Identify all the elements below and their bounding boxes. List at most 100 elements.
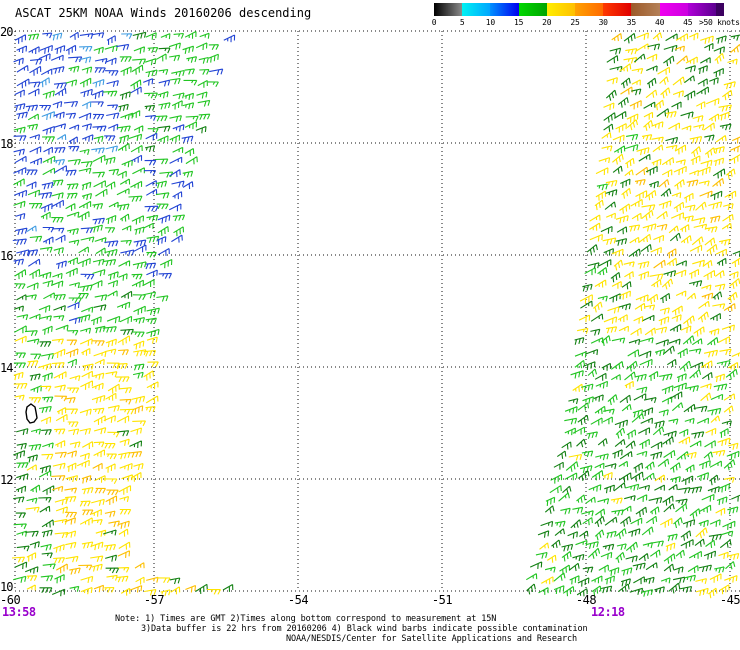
- wind-barb: [26, 169, 38, 176]
- wind-barb: [626, 119, 639, 131]
- wind-barb: [626, 133, 639, 141]
- wind-barb: [544, 566, 556, 573]
- wind-barb: [134, 562, 145, 569]
- wind-barb: [91, 498, 105, 506]
- lon-tick--60: -60: [0, 593, 21, 607]
- wind-barb: [107, 123, 119, 132]
- wind-barb: [700, 360, 713, 369]
- wind-barb: [95, 247, 106, 256]
- wind-barb: [618, 325, 629, 332]
- wind-barb: [30, 385, 42, 393]
- wind-barb: [119, 508, 132, 515]
- wind-barb: [186, 56, 198, 63]
- wind-barb: [169, 78, 181, 85]
- wind-barb: [650, 451, 663, 460]
- wind-barb: [623, 57, 638, 64]
- wind-barb: [104, 442, 116, 449]
- wind-barb: [577, 414, 589, 426]
- wind-barb: [680, 111, 694, 119]
- wind-barb: [14, 103, 26, 111]
- wind-barb: [708, 533, 723, 541]
- wind-barb: [705, 539, 716, 548]
- wind-barb: [143, 222, 154, 229]
- wind-barb: [565, 461, 579, 472]
- wind-barb: [171, 180, 185, 188]
- wind-barb: [604, 516, 618, 526]
- wind-barb: [135, 576, 145, 585]
- wind-barb: [610, 361, 624, 370]
- wind-barb: [80, 586, 93, 595]
- wind-barb: [79, 148, 90, 155]
- wind-barb: [698, 166, 711, 176]
- wind-barb: [541, 576, 554, 585]
- wind-barb: [81, 541, 94, 549]
- wind-barb: [168, 169, 181, 178]
- wind-barb: [130, 86, 142, 95]
- wind-barb: [660, 87, 671, 99]
- wind-barb: [729, 278, 740, 289]
- wind-barb: [195, 42, 208, 51]
- wind-barb: [650, 540, 664, 547]
- wind-barb: [591, 585, 602, 596]
- wind-barb: [657, 458, 670, 467]
- wind-barb: [685, 464, 695, 473]
- wind-barb: [78, 211, 90, 221]
- wind-barb: [14, 155, 27, 164]
- wind-barb: [624, 271, 634, 280]
- wind-barb: [65, 530, 77, 538]
- wind-barb: [13, 523, 27, 530]
- wind-barb: [641, 134, 653, 141]
- wind-barb: [603, 112, 616, 123]
- wind-barb: [119, 387, 132, 394]
- wind-barb: [725, 368, 738, 380]
- wind-barb: [130, 110, 141, 118]
- wind-barb: [80, 88, 93, 98]
- wind-barb: [76, 459, 90, 468]
- wind-barb: [197, 80, 208, 88]
- wind-barb: [66, 211, 80, 218]
- wind-barb: [718, 551, 729, 559]
- wind-barb: [28, 258, 41, 267]
- wind-barb: [714, 146, 725, 155]
- wind-barb: [645, 562, 658, 571]
- wind-barb: [714, 270, 725, 279]
- wind-barb: [102, 326, 117, 333]
- wind-barb: [712, 168, 726, 179]
- wind-barb: [665, 542, 676, 552]
- wind-barb: [601, 362, 612, 371]
- wind-barb: [638, 233, 652, 244]
- wind-barb: [207, 81, 219, 88]
- wind-barb: [624, 371, 636, 381]
- wind-barb: [92, 258, 105, 266]
- wind-barb: [119, 91, 131, 100]
- wind-barb: [67, 358, 78, 367]
- wind-barb: [93, 135, 104, 143]
- wind-barb: [78, 112, 92, 121]
- colorbar-tick-30: 30: [598, 18, 608, 27]
- wind-barb: [158, 68, 169, 75]
- wind-barb: [55, 234, 66, 243]
- wind-barb: [562, 586, 575, 597]
- wind-barb: [649, 273, 664, 280]
- wind-barb: [24, 566, 39, 574]
- wind-barb: [82, 363, 94, 372]
- wind-barb: [131, 154, 143, 163]
- wind-barb: [39, 341, 52, 348]
- wind-barb: [613, 259, 624, 271]
- wind-barb: [80, 380, 94, 390]
- wind-barb: [585, 348, 599, 356]
- wind-barb: [131, 331, 145, 338]
- wind-barb: [677, 348, 688, 358]
- wind-barb: [79, 427, 92, 435]
- wind-barb: [183, 79, 198, 86]
- wind-barb: [131, 279, 144, 288]
- wind-barb: [663, 44, 678, 53]
- wind-barb: [629, 236, 640, 244]
- wind-barb: [654, 474, 666, 483]
- wind-barb: [132, 31, 147, 40]
- wind-barb: [108, 201, 119, 208]
- wind-barb: [708, 201, 723, 210]
- wind-barb: [53, 371, 67, 380]
- wind-barb: [77, 257, 91, 267]
